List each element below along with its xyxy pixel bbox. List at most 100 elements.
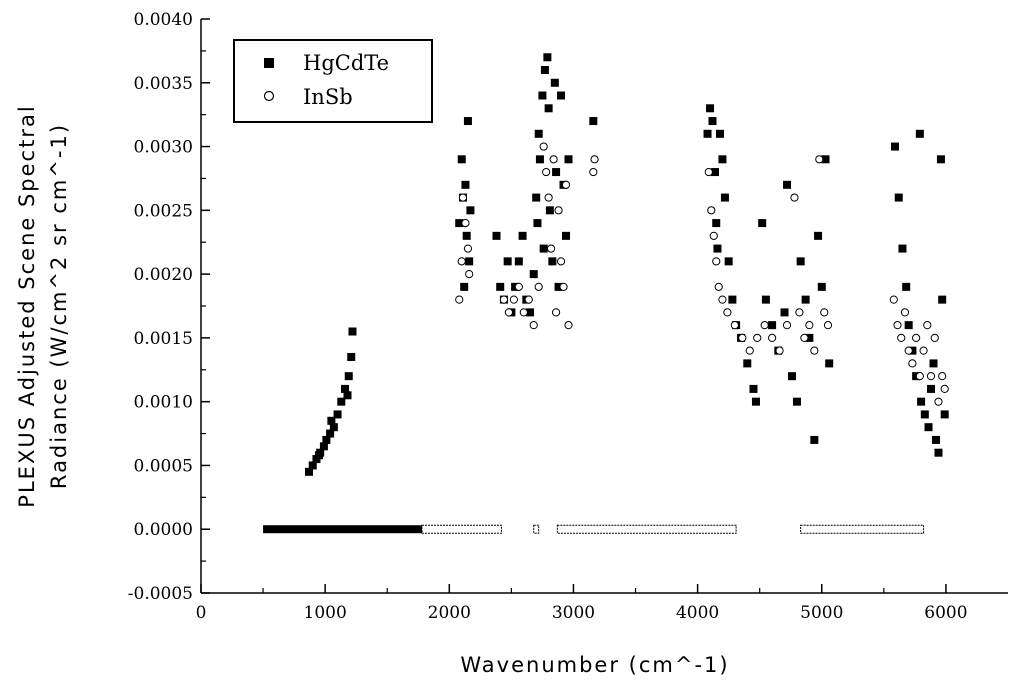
point-hgcdte	[552, 168, 561, 177]
point-insb	[730, 321, 739, 330]
point-hgcdte	[327, 416, 336, 425]
point-insb	[704, 167, 713, 177]
point-insb	[815, 155, 824, 164]
point-hgcdte	[792, 397, 801, 406]
point-insb	[549, 155, 558, 164]
point-hgcdte	[904, 321, 913, 330]
point-insb	[712, 257, 721, 266]
point-hgcdte	[801, 295, 810, 304]
point-hgcdte	[533, 219, 542, 228]
point-hgcdte	[348, 327, 357, 336]
point-hgcdte	[326, 429, 335, 438]
legend-label-hgcdte: HgCdTe	[303, 51, 389, 75]
y-tick-label: 0.0030	[134, 138, 193, 158]
point-hgcdte	[929, 359, 938, 368]
point-insb	[800, 333, 809, 342]
x-tick-label: 6000	[924, 603, 967, 623]
point-insb	[790, 193, 799, 202]
y-tick-label: -0.0005	[128, 584, 193, 604]
y-tick-label: 0.0000	[134, 520, 193, 540]
point-insb	[940, 384, 949, 394]
point-hgcdte	[780, 308, 789, 317]
x-tick-label: 1000	[304, 603, 347, 623]
point-hgcdte	[706, 104, 715, 113]
point-insb	[499, 295, 509, 304]
point-hgcdte	[743, 359, 752, 368]
point-hgcdte	[535, 155, 544, 164]
point-insb	[559, 282, 568, 291]
point-hgcdte	[796, 257, 805, 266]
point-hgcdte	[805, 333, 814, 342]
point-insb	[461, 218, 470, 228]
point-insb	[551, 308, 561, 317]
point-hgcdte	[720, 193, 729, 202]
legend-box	[233, 39, 433, 123]
point-hgcdte	[314, 451, 323, 460]
point-hgcdte	[783, 180, 792, 189]
y-tick-label: 0.0020	[134, 265, 193, 285]
point-hgcdte	[768, 321, 777, 330]
point-insb	[718, 295, 727, 304]
point-hgcdte	[308, 461, 317, 470]
y-tick-label: 0.0010	[134, 393, 193, 413]
x-tick-label: 4000	[676, 603, 719, 623]
plot-area: 0 1000 2000 3000 4000 5000 6000 -0.0005 0.0000 0.…	[128, 10, 1008, 623]
point-hgcdte	[455, 219, 464, 228]
point-hgcdte	[934, 448, 943, 457]
point-insb	[524, 295, 533, 304]
point-insb	[707, 206, 716, 215]
point-hgcdte	[548, 257, 557, 266]
point-hgcdte	[466, 206, 475, 215]
y-tick-label: 0.0005	[134, 456, 193, 476]
point-hgcdte	[902, 282, 911, 291]
baseline-band-insb	[556, 524, 737, 534]
point-hgcdte	[305, 467, 314, 476]
legend-label-insb: InSb	[303, 85, 353, 109]
point-hgcdte	[891, 142, 900, 151]
point-hgcdte	[712, 219, 721, 228]
point-hgcdte	[940, 410, 949, 419]
point-hgcdte	[463, 117, 472, 126]
point-hgcdte	[540, 66, 549, 75]
point-insb	[782, 321, 792, 330]
point-insb	[745, 346, 754, 355]
point-insb	[529, 321, 538, 330]
point-insb	[900, 308, 910, 317]
y-tick-label: 0.0040	[134, 10, 193, 30]
point-insb	[457, 257, 466, 266]
y-axis-title: PLEXUS Adjusted Scene Spectral Radiance (…	[15, 104, 71, 507]
x-tick-label: 5000	[800, 603, 843, 623]
point-hgcdte	[703, 129, 712, 138]
point-insb	[795, 308, 804, 317]
y-tick-label: 0.0035	[134, 74, 193, 94]
y-axis-title-line2: Radiance (W/cm^2 sr cm^-1)	[47, 123, 71, 489]
point-hgcdte	[343, 391, 352, 400]
point-hgcdte	[924, 423, 933, 432]
legend: HgCdTe InSb	[233, 39, 433, 123]
point-insb	[775, 346, 784, 355]
point-insb	[514, 282, 523, 291]
point-hgcdte	[938, 295, 947, 304]
point-hgcdte	[715, 129, 724, 138]
point-hgcdte	[539, 244, 548, 253]
point-hgcdte	[460, 282, 469, 291]
point-insb	[738, 333, 747, 342]
y-axis-title-line1: PLEXUS Adjusted Scene Spectral	[15, 104, 39, 507]
point-insb	[893, 321, 902, 330]
point-insb	[760, 321, 769, 330]
point-insb	[556, 257, 566, 266]
point-hgcdte	[526, 308, 535, 317]
point-hgcdte	[751, 397, 760, 406]
point-hgcdte	[557, 91, 566, 100]
point-insb	[564, 321, 573, 330]
point-insb	[904, 346, 913, 355]
point-insb	[934, 397, 943, 406]
point-hgcdte	[518, 231, 527, 240]
point-insb	[820, 308, 829, 317]
point-hgcdte	[724, 257, 733, 266]
point-insb	[589, 167, 598, 177]
point-hgcdte	[344, 372, 353, 381]
point-hgcdte	[898, 244, 907, 253]
point-insb	[805, 321, 814, 330]
point-hgcdte	[544, 104, 553, 113]
